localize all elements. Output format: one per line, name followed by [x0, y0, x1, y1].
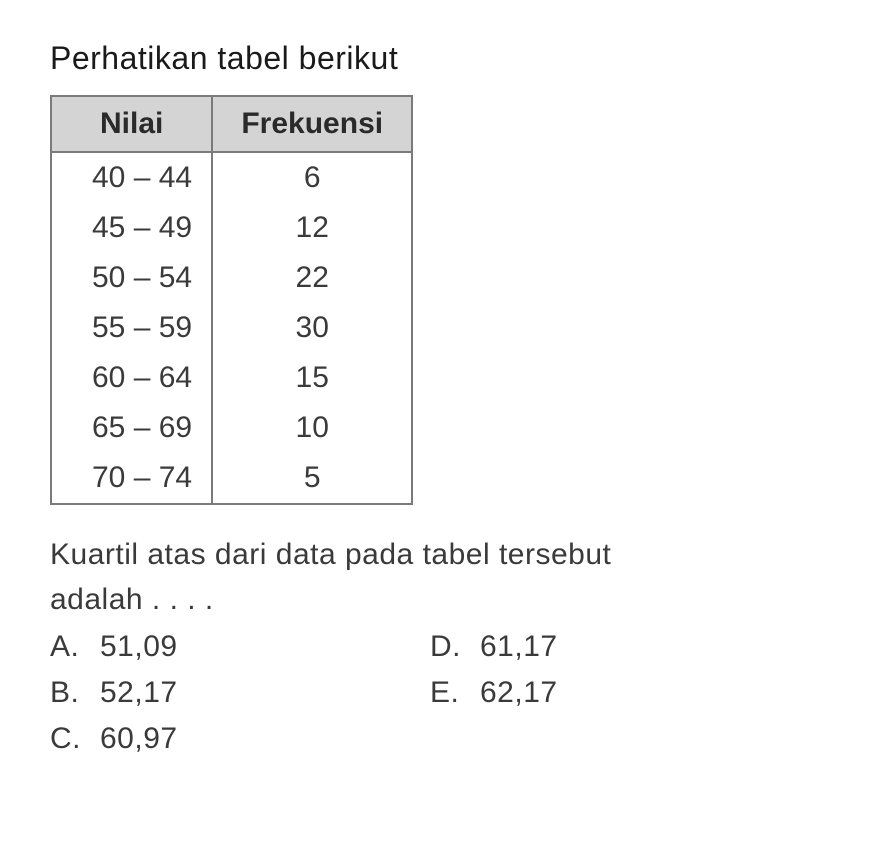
cell-nilai: 65 – 69 — [51, 403, 212, 453]
cell-frekuensi: 5 — [212, 453, 412, 504]
question-line: adalah . . . . — [50, 583, 214, 616]
option-letter: D. — [430, 630, 480, 664]
cell-frekuensi: 10 — [212, 403, 412, 453]
option-value: 61,17 — [480, 630, 558, 664]
cell-nilai: 50 – 54 — [51, 253, 212, 303]
option-letter: A. — [50, 630, 100, 664]
cell-frekuensi: 30 — [212, 303, 412, 353]
option-value: 62,17 — [480, 676, 558, 710]
option-b: B. 52,17 — [50, 670, 430, 716]
option-letter: E. — [430, 676, 480, 710]
option-a: A. 51,09 — [50, 624, 430, 670]
option-value: 52,17 — [100, 676, 178, 710]
option-e: E. 62,17 — [430, 670, 810, 716]
cell-frekuensi: 12 — [212, 203, 412, 253]
table-row: 50 – 54 22 — [51, 253, 412, 303]
table-header-row: Nilai Frekuensi — [51, 96, 412, 152]
table-row: 65 – 69 10 — [51, 403, 412, 453]
cell-nilai: 40 – 44 — [51, 152, 212, 203]
option-letter: C. — [50, 722, 100, 756]
cell-frekuensi: 6 — [212, 152, 412, 203]
cell-nilai: 60 – 64 — [51, 353, 212, 403]
cell-frekuensi: 15 — [212, 353, 412, 403]
frequency-table: Nilai Frekuensi 40 – 44 6 45 – 49 12 50 … — [50, 95, 413, 505]
option-d: D. 61,17 — [430, 624, 810, 670]
cell-nilai: 45 – 49 — [51, 203, 212, 253]
question-line: Kuartil atas dari data pada tabel terseb… — [50, 538, 611, 571]
option-c: C. 60,97 — [50, 716, 430, 762]
cell-nilai: 70 – 74 — [51, 453, 212, 504]
frequency-table-container: Nilai Frekuensi 40 – 44 6 45 – 49 12 50 … — [50, 95, 413, 505]
table-row: 55 – 59 30 — [51, 303, 412, 353]
page-title: Perhatikan tabel berikut — [50, 40, 828, 77]
column-header-frekuensi: Frekuensi — [212, 96, 412, 152]
table-row: 40 – 44 6 — [51, 152, 412, 203]
table-row: 70 – 74 5 — [51, 453, 412, 504]
table-row: 45 – 49 12 — [51, 203, 412, 253]
answer-options: A. 51,09 B. 52,17 C. 60,97 D. 61,17 E. 6… — [50, 624, 828, 762]
cell-nilai: 55 – 59 — [51, 303, 212, 353]
question-text: Kuartil atas dari data pada tabel terseb… — [50, 532, 828, 622]
option-value: 60,97 — [100, 722, 178, 756]
option-letter: B. — [50, 676, 100, 710]
cell-frekuensi: 22 — [212, 253, 412, 303]
column-header-nilai: Nilai — [51, 96, 212, 152]
option-value: 51,09 — [100, 630, 178, 664]
table-row: 60 – 64 15 — [51, 353, 412, 403]
